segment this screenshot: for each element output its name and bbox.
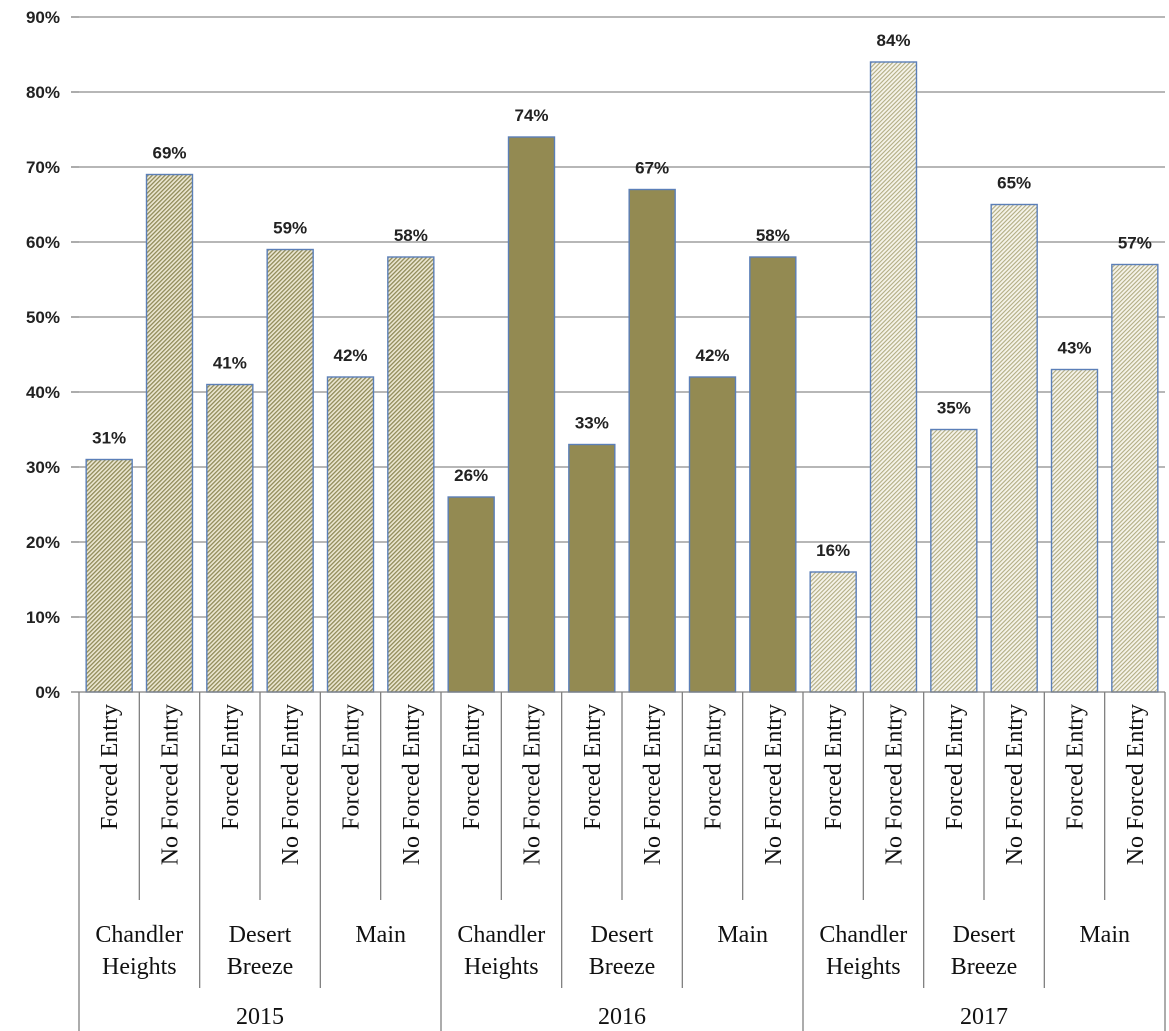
location-label-2016-desert-breeze-line-2: Breeze: [589, 954, 656, 980]
location-label-2016-chandler-heights-line-2: Heights: [464, 954, 539, 980]
bar-2017-main-forced-entry: [1050, 368, 1099, 693]
data-label-2017-desert-breeze-forced-entry: 35%: [937, 399, 971, 418]
x-axis-table: [78, 691, 1166, 1031]
y-tick-label-90: 90%: [26, 8, 60, 27]
y-tick-label-40: 40%: [26, 383, 60, 402]
data-label-2017-chandler-heights-forced-entry: 16%: [816, 541, 850, 560]
data-label-2015-main-no-forced-entry: 58%: [394, 226, 428, 245]
bar-2015-desert-breeze-forced-entry: [206, 383, 254, 693]
gridlines: [79, 16, 1165, 618]
data-label-2016-desert-breeze-no-forced-entry: 67%: [635, 159, 669, 178]
bar-2015-main-forced-entry: [326, 376, 375, 693]
location-label-2017-desert-breeze-line-2: Breeze: [951, 954, 1018, 980]
bar-2016-main-forced-entry: [688, 376, 737, 693]
y-tick-label-10: 10%: [26, 608, 60, 627]
entry-type-label-2015-main-forced-entry: Forced Entry: [339, 704, 365, 830]
bars: [85, 61, 1159, 693]
location-label-2017-chandler-heights-line-2: Heights: [826, 954, 901, 980]
entry-type-label-2017-chandler-heights-forced-entry: Forced Entry: [821, 704, 847, 830]
location-label-2017-chandler-heights-line-1: Chandler: [819, 922, 907, 948]
entry-type-label-2017-chandler-heights-no-forced-entry: No Forced Entry: [882, 704, 908, 865]
entry-type-label-2016-main-forced-entry: Forced Entry: [701, 704, 727, 830]
y-tick-label-0: 0%: [35, 683, 60, 702]
bar-2015-chandler-heights-forced-entry: [85, 458, 133, 693]
location-label-2017-desert-breeze-line-1: Desert: [953, 922, 1016, 948]
bar-2016-desert-breeze-forced-entry: [568, 443, 616, 693]
entry-type-label-2017-desert-breeze-forced-entry: Forced Entry: [942, 704, 968, 830]
entry-type-label-2016-chandler-heights-forced-entry: Forced Entry: [459, 704, 485, 830]
location-label-2016-chandler-heights-line-1: Chandler: [457, 922, 545, 948]
entry-type-label-2016-desert-breeze-no-forced-entry: No Forced Entry: [640, 704, 666, 865]
location-label-2015-chandler-heights-line-2: Heights: [102, 954, 177, 980]
data-label-2017-desert-breeze-no-forced-entry: 65%: [997, 174, 1031, 193]
y-tick-label-60: 60%: [26, 233, 60, 252]
y-axis-ticks: 0% 10% 20% 30% 40% 50% 60% 70% 80% 90%: [26, 8, 79, 702]
bar-2016-main-no-forced-entry: [749, 256, 797, 693]
entry-type-label-2017-main-no-forced-entry: No Forced Entry: [1123, 704, 1149, 865]
data-label-2017-main-no-forced-entry: 57%: [1118, 234, 1152, 253]
year-label-2017: 2017: [960, 1004, 1008, 1030]
data-label-2017-main-forced-entry: 43%: [1057, 339, 1091, 358]
data-label-2015-chandler-heights-forced-entry: 31%: [92, 429, 126, 448]
location-label-2016-main-line-1: Main: [717, 922, 768, 948]
entry-type-label-2015-chandler-heights-forced-entry: Forced Entry: [97, 704, 123, 830]
y-tick-label-20: 20%: [26, 533, 60, 552]
bar-2016-desert-breeze-no-forced-entry: [628, 188, 676, 693]
location-label-2015-desert-breeze-line-2: Breeze: [227, 954, 294, 980]
entry-type-label-2017-desert-breeze-no-forced-entry: No Forced Entry: [1002, 704, 1028, 865]
data-label-2015-desert-breeze-forced-entry: 41%: [213, 354, 247, 373]
bar-2017-chandler-heights-forced-entry: [809, 571, 857, 693]
year-label-2015: 2015: [236, 1004, 284, 1030]
entry-type-label-2017-main-forced-entry: Forced Entry: [1063, 704, 1089, 830]
entry-type-label-2016-chandler-heights-no-forced-entry: No Forced Entry: [520, 704, 546, 865]
data-label-2017-chandler-heights-no-forced-entry: 84%: [876, 31, 910, 50]
location-label-2015-desert-breeze-line-1: Desert: [229, 922, 292, 948]
location-label-2015-chandler-heights-line-1: Chandler: [95, 922, 183, 948]
y-tick-label-70: 70%: [26, 158, 60, 177]
data-labels: 31% 69% 41% 59% 42% 58% 26% 74% 33% 67% 42% 58% 16% 8…: [92, 31, 1152, 560]
bar-2015-desert-breeze-no-forced-entry: [266, 248, 314, 693]
category-labels: Forced Entry No Forced Entry Forced Entry N…: [95, 704, 1148, 1030]
bar-2016-chandler-heights-no-forced-entry: [507, 136, 556, 693]
entry-type-label-2015-main-no-forced-entry: No Forced Entry: [399, 704, 425, 865]
entry-type-label-2016-desert-breeze-forced-entry: Forced Entry: [580, 704, 606, 830]
data-label-2016-chandler-heights-no-forced-entry: 74%: [514, 106, 548, 125]
data-label-2015-chandler-heights-no-forced-entry: 69%: [152, 144, 186, 163]
data-label-2016-chandler-heights-forced-entry: 26%: [454, 466, 488, 485]
entry-type-label-2015-chandler-heights-no-forced-entry: No Forced Entry: [158, 704, 184, 865]
bar-2017-desert-breeze-forced-entry: [930, 428, 978, 693]
data-label-2016-main-forced-entry: 42%: [695, 346, 729, 365]
data-label-2015-main-forced-entry: 42%: [333, 346, 367, 365]
bar-2017-desert-breeze-no-forced-entry: [990, 203, 1038, 693]
bar-2015-chandler-heights-no-forced-entry: [145, 173, 194, 693]
y-tick-label-80: 80%: [26, 83, 60, 102]
entry-type-label-2016-main-no-forced-entry: No Forced Entry: [761, 704, 787, 865]
y-tick-label-30: 30%: [26, 458, 60, 477]
location-label-2016-desert-breeze-line-1: Desert: [591, 922, 654, 948]
bar-2015-main-no-forced-entry: [387, 256, 435, 693]
data-label-2016-main-no-forced-entry: 58%: [756, 226, 790, 245]
entry-type-label-2015-desert-breeze-forced-entry: Forced Entry: [218, 704, 244, 830]
entry-type-label-2015-desert-breeze-no-forced-entry: No Forced Entry: [278, 704, 304, 865]
bar-2017-chandler-heights-no-forced-entry: [869, 61, 918, 693]
data-label-2015-desert-breeze-no-forced-entry: 59%: [273, 219, 307, 238]
location-label-2015-main-line-1: Main: [355, 922, 406, 948]
bar-2016-chandler-heights-forced-entry: [447, 496, 495, 693]
y-tick-label-50: 50%: [26, 308, 60, 327]
year-label-2016: 2016: [598, 1004, 646, 1030]
data-label-2016-desert-breeze-forced-entry: 33%: [575, 414, 609, 433]
location-label-2017-main-line-1: Main: [1079, 922, 1130, 948]
bar-2017-main-no-forced-entry: [1111, 263, 1159, 693]
